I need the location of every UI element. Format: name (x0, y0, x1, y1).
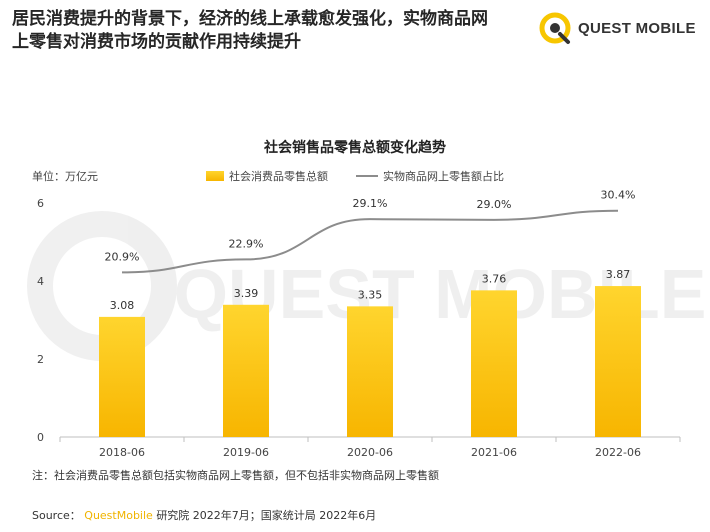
bar-2019-06 (223, 304, 269, 437)
y-tick-label: 2 (37, 353, 44, 366)
legend-label-line: 实物商品网上零售额占比 (383, 170, 504, 183)
source-prefix: Source： (32, 509, 81, 522)
legend-swatch-line (356, 175, 378, 177)
source-brand: QuestMobile (84, 509, 153, 522)
legend-swatch-bar (206, 171, 224, 181)
line-value-label: 22.9% (229, 237, 264, 250)
line-value-label: 29.0% (477, 198, 512, 211)
y-tick-label: 0 (37, 431, 44, 444)
bar-2018-06 (99, 316, 145, 437)
x-tick-label: 2022-06 (595, 446, 641, 459)
bar-2020-06 (347, 306, 393, 437)
x-tick-label: 2019-06 (223, 446, 269, 459)
source-line: Source： QuestMobile 研究院 2022年7月；国家统计局 20… (32, 507, 376, 523)
y-tick-label: 4 (37, 275, 44, 288)
x-tick-label: 2020-06 (347, 446, 393, 459)
quest-mobile-logo-icon (539, 12, 571, 44)
legend-label-bar: 社会消费品零售总额 (229, 170, 328, 183)
bar-2022-06 (595, 286, 641, 437)
bar-value-label: 3.87 (606, 268, 631, 281)
y-tick-label: 6 (37, 197, 44, 210)
headline: 居民消费提升的背景下，经济的线上承载愈发强化，实物商品网 上零售对消费市场的贡献… (12, 8, 542, 54)
bar-value-label: 3.35 (358, 288, 383, 301)
headline-line-2: 上零售对消费市场的贡献作用持续提升 (12, 32, 301, 52)
legend-item-bar: 社会消费品零售总额 (206, 168, 328, 184)
line-value-label: 29.1% (353, 197, 388, 210)
headline-line-1: 居民消费提升的背景下，经济的线上承载愈发强化，实物商品网 (12, 9, 488, 29)
bar-value-label: 3.39 (234, 287, 259, 300)
line-series-share (121, 209, 619, 274)
quest-mobile-logo: QUEST MOBILE (538, 10, 696, 46)
line-value-label: 20.9% (105, 250, 140, 263)
source-rest: 研究院 2022年7月；国家统计局 2022年6月 (156, 509, 377, 522)
bar-2021-06 (471, 290, 517, 437)
logo-text: QUEST MOBILE (578, 19, 696, 37)
footnote: 注：社会消费品零售总额包括实物商品网上零售额，但不包括非实物商品网上零售额 (32, 469, 439, 482)
x-tick-label: 2021-06 (471, 446, 517, 459)
line-value-label: 30.4% (601, 189, 636, 202)
chart-title: 社会销售品零售总额变化趋势 (264, 140, 446, 156)
x-tick-label: 2018-06 (99, 446, 145, 459)
bar-value-label: 3.08 (110, 299, 135, 312)
legend-item-line: 实物商品网上零售额占比 (356, 168, 504, 184)
bar-value-label: 3.76 (482, 272, 507, 285)
unit-label: 单位：万亿元 (32, 170, 98, 183)
